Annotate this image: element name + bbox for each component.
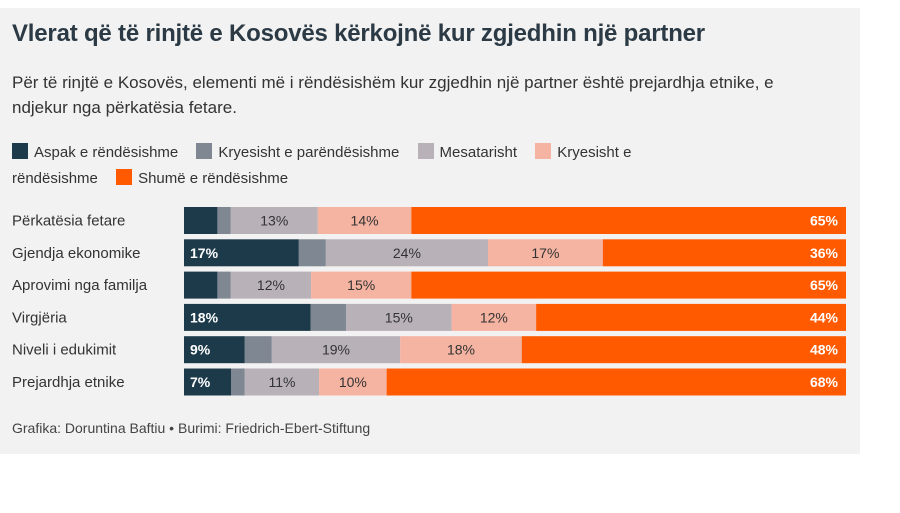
bar-segment — [487, 239, 603, 267]
data-label: 44% — [810, 309, 839, 325]
data-label: 7% — [190, 374, 211, 390]
data-label: 10% — [339, 374, 367, 390]
legend: Aspak e rëndësishme Kryesisht e parëndës… — [12, 140, 712, 192]
chart-subtitle: Për të rinjtë e Kosovës, elementi më i r… — [12, 73, 774, 117]
source-credit: Grafika: Doruntina Baftiu • Burimi: Frie… — [12, 420, 371, 436]
data-label: 12% — [257, 277, 285, 293]
data-label: 12% — [480, 309, 508, 325]
legend-label: Aspak e rëndësishme — [34, 144, 179, 161]
data-label: 15% — [385, 309, 413, 325]
bar-segment — [325, 239, 488, 267]
data-label: 17% — [531, 245, 559, 261]
data-label: 15% — [347, 277, 375, 293]
data-label: 18% — [190, 309, 219, 325]
data-label: 36% — [810, 245, 839, 261]
data-label: 18% — [447, 342, 475, 358]
bar-segment — [311, 271, 412, 299]
chart-title: Vlerat që të rinjtë e Kosovës kërkojnë k… — [12, 20, 705, 47]
bar-segment — [602, 239, 846, 267]
data-label: 68% — [810, 374, 839, 390]
legend-label: Kryesisht e parëndësishme — [218, 144, 400, 161]
category-label: Niveli i edukimit — [12, 342, 117, 359]
data-label: 11% — [268, 374, 295, 390]
data-label: 14% — [351, 213, 379, 229]
legend-label: Shumë e rëndësishme — [138, 170, 289, 187]
bar-segment — [521, 336, 846, 364]
legend-swatch — [417, 143, 434, 159]
bar-segment — [298, 239, 326, 267]
legend-item-aspak: Aspak e rëndësishme — [12, 143, 179, 161]
bar-segment — [400, 336, 522, 364]
category-label: Prejardhja etnike — [12, 374, 125, 391]
bar-segment — [386, 368, 846, 396]
category-label: Përkatësia fetare — [12, 213, 125, 230]
bar-segment — [184, 271, 218, 299]
bar-segment — [317, 207, 412, 234]
bar-segment — [310, 303, 346, 331]
legend-swatch — [535, 143, 552, 159]
data-label: 65% — [810, 213, 839, 229]
category-label: Gjendja ekonomike — [12, 245, 140, 262]
bar-segment — [230, 271, 312, 299]
data-label: 13% — [260, 213, 288, 229]
legend-label: Mesatarisht — [439, 144, 518, 161]
legend-swatch — [116, 169, 133, 185]
legend-swatch — [12, 143, 28, 159]
legend-item-kryesisht-parendesishme: Kryesisht e parëndësishme — [196, 143, 400, 161]
bar-segment — [184, 239, 299, 267]
bar-segment — [184, 368, 232, 396]
bar-segment — [536, 303, 846, 331]
data-label: 17% — [190, 245, 219, 261]
category-label: Aprovimi nga familja — [12, 277, 148, 294]
data-label: 48% — [810, 342, 839, 358]
legend-item-mesatarisht: Mesatarisht — [417, 143, 518, 161]
bar-segment — [271, 336, 401, 364]
bar-segment — [244, 336, 272, 364]
data-label: 9% — [190, 342, 211, 358]
bar-segment — [230, 207, 318, 234]
bar-segment — [217, 207, 231, 234]
bar-segment — [319, 368, 387, 396]
legend-label: Kryesisht e rëndësishme — [12, 144, 632, 187]
bar-segment — [231, 368, 245, 396]
bar-segment — [451, 303, 537, 331]
bar-segment — [345, 303, 452, 331]
bar-segment — [184, 336, 245, 364]
legend-item-shume-rendesishme: Shumë e rëndësishme — [116, 169, 289, 187]
data-label: 24% — [393, 245, 421, 261]
bar-segment — [217, 271, 231, 299]
legend-item-kryesisht-rendesishme: Kryesisht e rëndësishme — [12, 143, 632, 187]
bar-segment — [411, 207, 846, 234]
bar-segment — [184, 207, 218, 234]
category-label: Virgjëria — [12, 309, 67, 326]
bar-segment — [244, 368, 320, 396]
bar-segment — [184, 303, 311, 331]
bar-segment — [411, 271, 846, 299]
data-label: 65% — [810, 277, 839, 293]
legend-swatch — [196, 143, 213, 159]
data-label: 19% — [322, 342, 350, 358]
